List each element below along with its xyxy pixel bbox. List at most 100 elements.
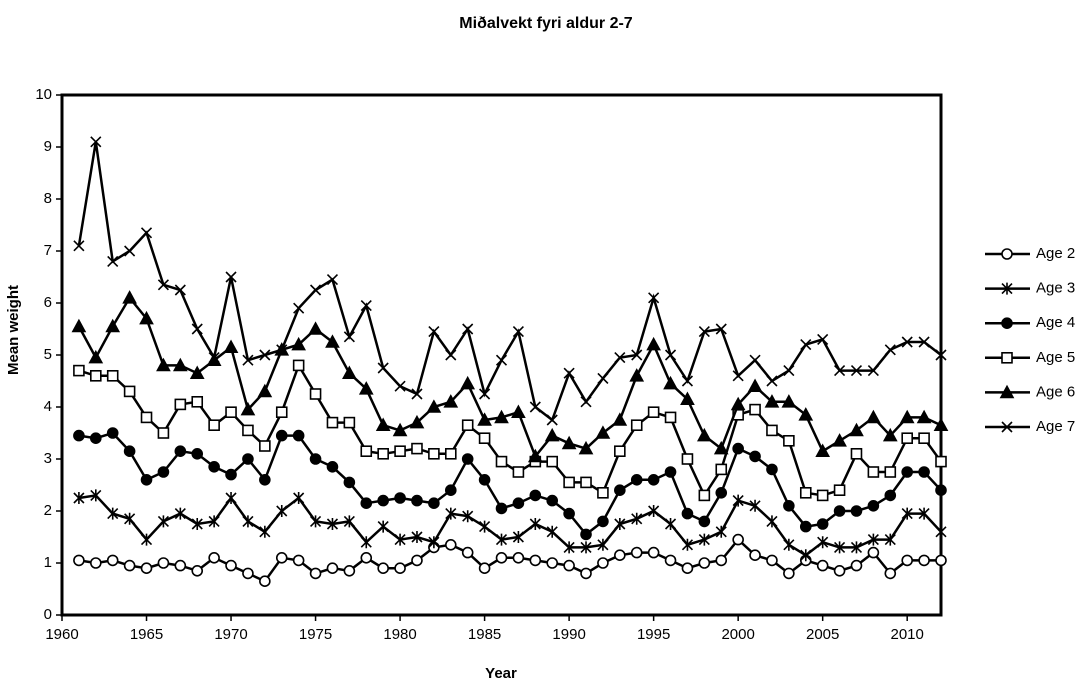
marker xyxy=(766,375,778,387)
legend-marker xyxy=(1001,248,1013,260)
marker xyxy=(90,489,102,502)
marker xyxy=(817,536,829,549)
marker xyxy=(833,564,846,577)
marker xyxy=(732,370,744,382)
marker xyxy=(648,505,660,517)
marker xyxy=(882,427,898,442)
marker xyxy=(918,336,930,348)
marker xyxy=(208,419,220,432)
marker xyxy=(629,368,645,382)
marker xyxy=(461,419,474,432)
x-tick-label: 2005 xyxy=(806,626,839,643)
marker xyxy=(428,326,440,338)
marker xyxy=(242,515,254,528)
marker xyxy=(918,507,930,520)
marker xyxy=(901,336,913,348)
marker xyxy=(377,447,389,460)
marker xyxy=(647,406,660,419)
marker xyxy=(157,279,169,291)
marker xyxy=(664,466,677,478)
marker xyxy=(597,372,609,384)
marker xyxy=(766,554,778,567)
marker xyxy=(664,554,677,567)
marker xyxy=(191,447,204,460)
marker xyxy=(698,515,711,528)
marker xyxy=(139,310,154,325)
marker xyxy=(681,538,694,551)
marker xyxy=(445,507,457,520)
marker xyxy=(783,567,795,580)
marker xyxy=(512,497,525,510)
marker xyxy=(428,536,440,549)
marker xyxy=(156,357,171,372)
y-axis-title: Mean weight xyxy=(5,285,22,375)
x-tick-label: 1970 xyxy=(214,626,247,643)
marker xyxy=(681,375,694,387)
marker xyxy=(105,318,121,333)
series-line xyxy=(78,362,943,498)
marker xyxy=(512,466,525,478)
marker xyxy=(901,554,913,567)
marker xyxy=(664,349,677,361)
marker xyxy=(884,533,896,546)
series-line xyxy=(78,431,942,537)
marker xyxy=(800,339,812,351)
marker xyxy=(174,507,186,520)
marker xyxy=(713,440,729,455)
marker xyxy=(326,460,339,473)
marker xyxy=(73,240,85,252)
x-tick-label: 1980 xyxy=(383,626,416,643)
marker xyxy=(444,447,457,460)
marker xyxy=(225,468,237,481)
marker xyxy=(850,365,863,377)
marker xyxy=(377,520,389,533)
marker xyxy=(409,414,425,429)
marker xyxy=(242,567,254,580)
x-tick-label: 1995 xyxy=(637,626,670,643)
marker xyxy=(293,302,305,314)
marker xyxy=(834,365,846,377)
marker xyxy=(360,536,372,549)
marker xyxy=(614,518,626,530)
legend-label: Age 5 xyxy=(1036,349,1075,366)
marker xyxy=(394,492,406,504)
marker xyxy=(73,554,85,567)
marker xyxy=(580,541,592,554)
legend-marker xyxy=(999,384,1015,399)
marker xyxy=(512,531,524,543)
marker xyxy=(527,448,543,463)
legend-label: Age 3 xyxy=(1036,280,1075,297)
marker xyxy=(715,323,727,335)
marker xyxy=(749,499,761,512)
marker xyxy=(73,364,85,377)
marker xyxy=(899,409,915,424)
marker xyxy=(242,354,254,366)
marker xyxy=(411,494,423,507)
marker xyxy=(358,381,374,395)
marker xyxy=(293,492,305,504)
marker xyxy=(933,417,949,431)
marker xyxy=(157,515,169,528)
marker xyxy=(308,321,323,335)
marker xyxy=(394,533,406,546)
marker xyxy=(544,427,560,442)
marker xyxy=(428,447,440,460)
marker xyxy=(191,518,203,530)
marker xyxy=(884,489,897,502)
marker xyxy=(850,505,863,517)
marker xyxy=(360,497,373,510)
marker xyxy=(918,432,930,445)
marker xyxy=(259,349,271,361)
marker xyxy=(935,455,947,468)
marker xyxy=(208,460,220,473)
marker xyxy=(918,466,930,478)
chart-title: Miðalvekt fyri aldur 2-7 xyxy=(459,15,632,32)
marker xyxy=(749,549,761,562)
marker xyxy=(511,404,526,418)
marker xyxy=(935,554,947,567)
marker xyxy=(884,567,897,580)
marker xyxy=(309,388,322,400)
marker xyxy=(259,575,271,588)
series-line xyxy=(78,494,942,557)
